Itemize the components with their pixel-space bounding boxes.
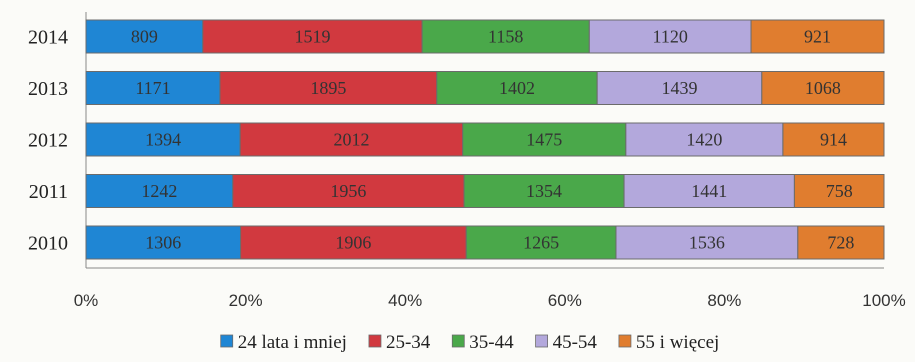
legend-swatch bbox=[535, 334, 548, 348]
data-label: 1265 bbox=[523, 233, 559, 253]
bar-segment bbox=[465, 225, 617, 260]
data-label: 1402 bbox=[499, 78, 535, 98]
bar-segment bbox=[85, 122, 241, 157]
bar-segment bbox=[615, 225, 799, 260]
legend-label: 24 lata i mniej bbox=[238, 332, 347, 353]
data-label: 1519 bbox=[294, 27, 330, 47]
data-label: 1306 bbox=[145, 233, 181, 253]
legend-swatch bbox=[451, 334, 465, 348]
legend-label: 25-34 bbox=[386, 332, 431, 353]
x-tick-label: 60% bbox=[548, 291, 582, 310]
data-label: 914 bbox=[820, 130, 847, 150]
bar-segment bbox=[793, 174, 885, 208]
data-label: 1439 bbox=[661, 78, 697, 98]
x-tick-label: 0% bbox=[74, 291, 99, 310]
x-tick-label: 40% bbox=[388, 291, 422, 310]
legend-swatch bbox=[618, 334, 632, 348]
bar-segment bbox=[463, 174, 625, 208]
bar-segment bbox=[240, 225, 467, 260]
bar-segment bbox=[588, 19, 752, 54]
category-label: 2012 bbox=[28, 130, 68, 152]
data-label: 758 bbox=[826, 181, 853, 201]
legend-label: 45-54 bbox=[553, 332, 598, 353]
bar-segment bbox=[85, 71, 221, 105]
data-label: 809 bbox=[131, 27, 158, 47]
data-label: 1475 bbox=[526, 130, 562, 150]
legend-label: 35-44 bbox=[469, 332, 514, 353]
bar-segment bbox=[202, 19, 423, 54]
bar-segment bbox=[761, 71, 885, 105]
data-label: 1394 bbox=[145, 130, 181, 150]
bar-segment bbox=[782, 122, 885, 157]
bar-segment bbox=[239, 122, 464, 157]
data-label: 1420 bbox=[686, 130, 722, 150]
bar-segment bbox=[797, 225, 885, 260]
legend-label: 55 i więcej bbox=[636, 332, 719, 353]
category-labels: 2014 2013 2012 2011 2010 bbox=[28, 27, 68, 255]
category-label: 2010 bbox=[28, 233, 68, 255]
x-tick-label: 20% bbox=[229, 291, 263, 310]
bar-segment bbox=[85, 174, 234, 208]
category-label: 2014 bbox=[28, 27, 68, 49]
bar-segment bbox=[85, 19, 204, 54]
x-tick-label: 80% bbox=[707, 291, 741, 310]
legend-swatch bbox=[220, 334, 234, 348]
bar-segment bbox=[596, 71, 763, 105]
data-label: 1120 bbox=[652, 27, 687, 47]
legend: 24 lata i mniej 25-34 35-44 45-54 55 i więce… bbox=[220, 332, 719, 353]
bar-segment bbox=[219, 71, 438, 105]
data-label: 1242 bbox=[141, 181, 177, 201]
data-label: 1895 bbox=[310, 78, 346, 98]
data-label: 1906 bbox=[335, 233, 371, 253]
data-label: 1441 bbox=[691, 181, 727, 201]
legend-swatch bbox=[368, 334, 382, 348]
data-label: 1068 bbox=[805, 78, 841, 98]
data-label: 2012 bbox=[333, 130, 369, 150]
category-label: 2011 bbox=[29, 181, 68, 203]
bars-group: 809 1519 1158 1120 921 1171 1895 1402 1439 1068 13… bbox=[85, 19, 885, 260]
data-label: 1158 bbox=[488, 27, 523, 47]
bar-segment bbox=[625, 122, 784, 157]
data-label: 1536 bbox=[689, 233, 725, 253]
x-tick-label: 100% bbox=[862, 291, 905, 310]
x-tick-labels: 0% 20% 40% 60% 80% 100% bbox=[74, 291, 906, 310]
category-label: 2013 bbox=[28, 78, 68, 100]
bar-segment bbox=[436, 71, 598, 105]
data-label: 728 bbox=[827, 233, 854, 253]
data-label: 1171 bbox=[135, 78, 170, 98]
data-label: 1354 bbox=[526, 181, 562, 201]
bar-segment bbox=[750, 19, 885, 54]
bar-segment bbox=[85, 225, 242, 260]
bar-segment bbox=[232, 174, 465, 208]
data-label: 1956 bbox=[330, 181, 366, 201]
bar-segment bbox=[421, 19, 590, 54]
data-label: 921 bbox=[804, 27, 831, 47]
